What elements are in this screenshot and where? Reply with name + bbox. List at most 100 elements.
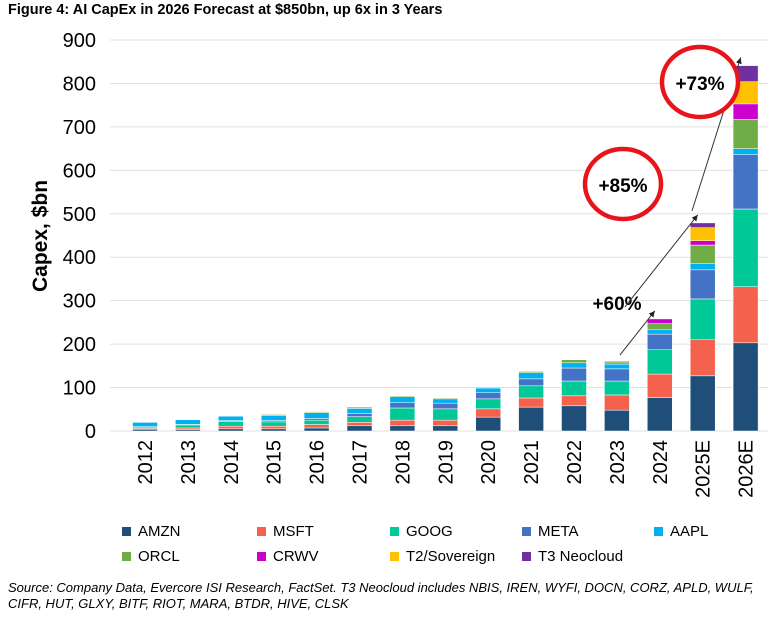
annotation-circle: [659, 44, 741, 120]
chart-title: Figure 4: AI CapEx in 2026 Forecast at $…: [8, 2, 443, 18]
bar-segment-orcl: [518, 371, 544, 374]
bar-segment-meta: [732, 154, 759, 210]
bar-segment-aapl: [647, 329, 673, 335]
y-tick-label: 600: [63, 160, 96, 182]
x-tick-label: 2021: [521, 440, 543, 485]
x-tick-label: 2025E: [693, 440, 715, 498]
bar-segment-msft: [175, 427, 201, 430]
legend-swatch: [122, 527, 131, 536]
bar-segment-msft: [689, 339, 716, 377]
bar-segment-aapl: [260, 415, 287, 421]
bar-segment-goog: [260, 421, 287, 427]
bar-segment-goog: [475, 398, 501, 410]
bar-segment-orcl: [303, 411, 330, 414]
legend-label: MSFT: [273, 523, 314, 540]
annotation-circle: [582, 146, 664, 222]
bar-segment-amzn: [260, 428, 287, 432]
y-tick-label: 400: [63, 247, 96, 269]
bar-segment-aapl: [303, 412, 330, 419]
bar-segment-aapl: [475, 387, 501, 394]
bar-segment-amzn: [303, 427, 330, 432]
x-tick-label: 2015: [264, 440, 286, 485]
x-tick-label: 2019: [435, 440, 457, 485]
x-tick-label: 2018: [392, 440, 414, 485]
bar-segment-amzn: [604, 409, 630, 432]
x-tick-label: 2022: [564, 440, 586, 485]
bar-segment-meta: [518, 378, 544, 387]
legend-swatch: [390, 552, 399, 561]
bar-segment-amzn: [346, 425, 373, 432]
bar-segment-amzn: [518, 406, 544, 432]
legend-swatch: [654, 527, 663, 536]
legend-label: ORCL: [138, 548, 180, 565]
bar-segment-goog: [346, 416, 373, 423]
bar-segment-msft: [218, 425, 244, 430]
bar-segment-amzn: [132, 429, 158, 432]
legend-label: META: [538, 523, 579, 540]
bar-segment-goog: [389, 407, 416, 421]
bar-segment-orcl: [346, 406, 373, 409]
bar-segment-goog: [518, 385, 544, 399]
y-tick-label: 900: [63, 30, 96, 52]
legend-label: AMZN: [138, 523, 181, 540]
bar-segment-goog: [175, 424, 201, 429]
bar-segment-aapl: [132, 422, 158, 427]
bar-segment-orcl: [432, 397, 459, 400]
annotation-arrow: [619, 310, 656, 356]
legend-swatch: [390, 527, 399, 536]
x-tick-label: 2017: [350, 440, 372, 485]
bar-segment-meta: [346, 413, 373, 417]
bar-segment-aapl: [175, 419, 201, 425]
bar-segment-meta: [604, 368, 630, 382]
legend-swatch: [522, 527, 531, 536]
bar-segment-amzn: [475, 416, 501, 432]
y-tick-label: 200: [63, 334, 96, 356]
source-note: Source: Company Data, Evercore ISI Resea…: [8, 580, 754, 611]
bar-segment-msft: [475, 408, 501, 418]
bar-segment-aapl: [689, 263, 716, 271]
bar-segment-aapl: [432, 398, 459, 404]
bar-segment-crwv: [647, 318, 673, 324]
y-axis-label: Capex, $bn: [29, 180, 52, 292]
bar-segment-orcl: [561, 359, 587, 364]
bar-segment-msft: [260, 425, 287, 430]
bar-segment-crwv: [689, 240, 716, 246]
bar-segment-meta: [303, 418, 330, 421]
annotation-label: +85%: [598, 176, 647, 197]
bar-segment-aapl: [732, 148, 759, 155]
bar-segment-orcl: [604, 361, 630, 365]
bar-segment-meta: [689, 269, 716, 300]
x-tick-label: 2026E: [736, 440, 758, 498]
x-tick-label: 2016: [307, 440, 329, 485]
legend-swatch: [257, 527, 266, 536]
annotation-label: +60%: [592, 294, 641, 315]
bar-segment-msft: [389, 419, 416, 427]
bar-segment-amzn: [218, 428, 244, 432]
bar-segment-aapl: [218, 415, 244, 421]
bar-segment-msft: [604, 394, 630, 411]
y-tick-label: 800: [63, 73, 96, 95]
bar-segment-meta: [475, 392, 501, 400]
annotation-arrow: [624, 214, 699, 308]
bar-segment-meta: [647, 333, 673, 351]
bar-segment-orcl: [475, 386, 501, 389]
bar-segment-meta: [561, 367, 587, 382]
x-tick-label: 2014: [221, 440, 243, 485]
bar-segment-aapl: [561, 362, 587, 369]
bar-segment-orcl: [732, 119, 759, 149]
bar-segment-amzn: [389, 425, 416, 432]
annotation-label: +73%: [675, 74, 724, 95]
bar-segment-msft: [346, 422, 373, 427]
legend-label: GOOG: [406, 523, 453, 540]
bar-segment-goog: [218, 421, 244, 427]
y-tick-label: 0: [85, 421, 96, 443]
bar-segment-msft: [732, 286, 759, 344]
bar-segment-aapl: [604, 363, 630, 370]
x-tick-label: 2020: [478, 440, 500, 485]
bar-segment-msft: [561, 395, 587, 407]
legend-label: AAPL: [670, 523, 708, 540]
bar-segment-meta: [432, 402, 459, 410]
x-tick-label: 2024: [650, 440, 672, 485]
bar-segment-goog: [432, 408, 459, 421]
legend-label: T3 Neocloud: [538, 548, 623, 565]
